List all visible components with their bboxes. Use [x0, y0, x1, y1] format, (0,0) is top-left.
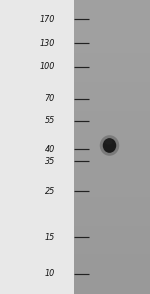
Bar [74, 0, 150, 294]
Text: 170: 170 [39, 14, 55, 24]
Text: 10: 10 [45, 269, 55, 278]
Text: 25: 25 [45, 187, 55, 196]
Text: 35: 35 [45, 157, 55, 166]
Ellipse shape [105, 139, 112, 145]
Text: 15: 15 [45, 233, 55, 242]
Text: 40: 40 [45, 145, 55, 154]
Text: 70: 70 [45, 94, 55, 103]
Text: 130: 130 [39, 39, 55, 48]
Text: 55: 55 [45, 116, 55, 125]
Ellipse shape [103, 138, 116, 153]
Ellipse shape [100, 135, 119, 156]
Bar [0, 0, 74, 294]
Text: 100: 100 [39, 62, 55, 71]
